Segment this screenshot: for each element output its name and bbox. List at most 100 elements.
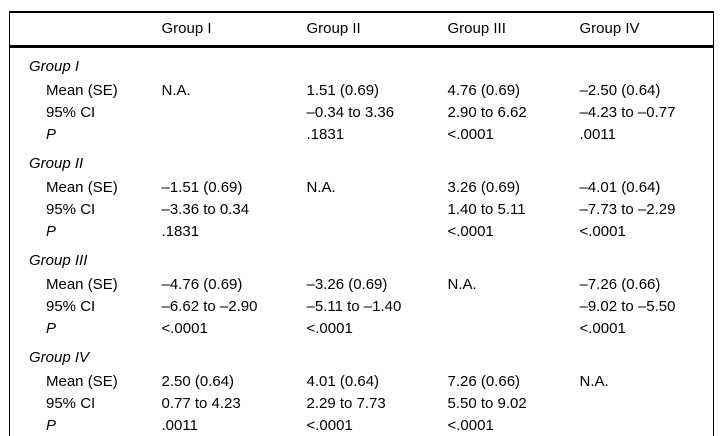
cell: <.0001	[161, 319, 208, 337]
row-label: P	[46, 222, 57, 240]
group-label: Group I	[29, 57, 80, 75]
cell: –9.02 to –5.50	[579, 297, 676, 315]
group-label-row: Group IV	[10, 339, 714, 370]
group-label-row: Group I	[10, 47, 714, 80]
row-label: P	[46, 416, 57, 434]
group-label: Group III	[29, 251, 88, 269]
header-row: Group I Group II Group III Group IV	[9, 12, 714, 48]
cell: –4.76 (0.69)	[161, 275, 243, 293]
cell: 7.26 (0.66)	[447, 372, 521, 390]
cell	[307, 220, 448, 242]
cell	[448, 339, 580, 370]
table-row: P .1831 <.0001 .0011	[10, 123, 714, 145]
cell: .1831	[161, 222, 200, 240]
cell	[580, 47, 714, 80]
row-label: Mean (SE)	[46, 275, 118, 293]
cell	[580, 339, 714, 370]
column-header-group-2: Group II	[306, 12, 448, 48]
cell: N.A.	[579, 372, 609, 390]
cell: 2.29 to 7.73	[306, 394, 386, 412]
cell	[162, 101, 307, 123]
cell	[580, 145, 714, 176]
cell: N.A.	[161, 81, 191, 99]
cell: <.0001	[306, 319, 353, 337]
table-row: P .0011 <.0001 <.0001	[10, 414, 714, 436]
row-label: P	[46, 319, 57, 337]
table-row: Mean (SE) N.A. 1.51 (0.69) 4.76 (0.69) –…	[10, 79, 714, 101]
table-row: P .1831 <.0001 <.0001	[10, 220, 714, 242]
cell: <.0001	[447, 416, 494, 434]
group-label: Group IV	[29, 348, 90, 366]
cell: 5.50 to 9.02	[447, 394, 527, 412]
group-label: Group II	[29, 154, 84, 172]
group-label-row: Group II	[10, 145, 714, 176]
row-label: 95% CI	[46, 297, 96, 315]
table-row: 95% CI –6.62 to –2.90 –5.11 to –1.40 –9.…	[10, 295, 714, 317]
cell: –4.23 to –0.77	[579, 103, 676, 121]
cell: –3.26 (0.69)	[306, 275, 388, 293]
cell: –6.62 to –2.90	[161, 297, 258, 315]
cell: 3.26 (0.69)	[447, 178, 521, 196]
cell	[448, 47, 580, 80]
cell: N.A.	[447, 275, 477, 293]
cell: <.0001	[447, 222, 494, 240]
cell: 2.50 (0.64)	[161, 372, 235, 390]
cell	[580, 414, 714, 436]
cell	[448, 295, 580, 317]
cell: –2.50 (0.64)	[579, 81, 661, 99]
cell	[307, 145, 448, 176]
cell: 1.40 to 5.11	[447, 200, 526, 218]
pairwise-comparison-table: Group I Group II Group III Group IV Grou…	[9, 11, 714, 436]
cell	[162, 339, 307, 370]
cell: 1.51 (0.69)	[306, 81, 380, 99]
cell	[307, 47, 448, 80]
cell: –5.11 to –1.40	[306, 297, 402, 315]
cell: N.A.	[306, 178, 336, 196]
cell	[448, 317, 580, 339]
cell	[162, 123, 307, 145]
cell	[448, 242, 580, 273]
cell: <.0001	[447, 125, 494, 143]
table-row: 95% CI –0.34 to 3.36 2.90 to 6.62 –4.23 …	[10, 101, 714, 123]
cell	[162, 242, 307, 273]
cell: <.0001	[306, 416, 353, 434]
cell: –0.34 to 3.36	[306, 103, 395, 121]
cell: 4.01 (0.64)	[306, 372, 380, 390]
cell	[580, 392, 714, 414]
cell	[307, 339, 448, 370]
column-header-group-3: Group III	[447, 12, 580, 48]
cell	[307, 242, 448, 273]
cell: <.0001	[579, 222, 626, 240]
group-label-row: Group III	[10, 242, 714, 273]
cell: –7.26 (0.66)	[579, 275, 661, 293]
column-header-group-1: Group I	[161, 12, 307, 48]
cell: 0.77 to 4.23	[161, 394, 241, 412]
row-label: 95% CI	[46, 103, 96, 121]
cell	[162, 145, 307, 176]
cell: .0011	[579, 125, 616, 143]
row-label: Mean (SE)	[46, 372, 118, 390]
row-label: 95% CI	[46, 394, 96, 412]
row-label: 95% CI	[46, 200, 96, 218]
cell: –7.73 to –2.29	[579, 200, 676, 218]
row-label: Mean (SE)	[46, 178, 118, 196]
cell: 2.90 to 6.62	[447, 103, 527, 121]
cell	[580, 242, 714, 273]
table-row: 95% CI 0.77 to 4.23 2.29 to 7.73 5.50 to…	[10, 392, 714, 414]
table-row: 95% CI –3.36 to 0.34 1.40 to 5.11 –7.73 …	[10, 198, 714, 220]
cell: 4.76 (0.69)	[447, 81, 521, 99]
column-header-group-4: Group IV	[579, 12, 714, 48]
cell: –1.51 (0.69)	[161, 178, 243, 196]
cell: .1831	[306, 125, 345, 143]
table-row: Mean (SE) –1.51 (0.69) N.A. 3.26 (0.69) …	[10, 176, 714, 198]
table-row: P <.0001 <.0001 <.0001	[10, 317, 714, 339]
cell: –3.36 to 0.34	[161, 200, 250, 218]
row-label: P	[46, 125, 57, 143]
cell	[448, 145, 580, 176]
cell: –4.01 (0.64)	[579, 178, 661, 196]
table-row: Mean (SE) –4.76 (0.69) –3.26 (0.69) N.A.…	[10, 273, 714, 295]
cell	[307, 198, 448, 220]
column-header-blank	[9, 12, 162, 48]
cell: <.0001	[579, 319, 626, 337]
